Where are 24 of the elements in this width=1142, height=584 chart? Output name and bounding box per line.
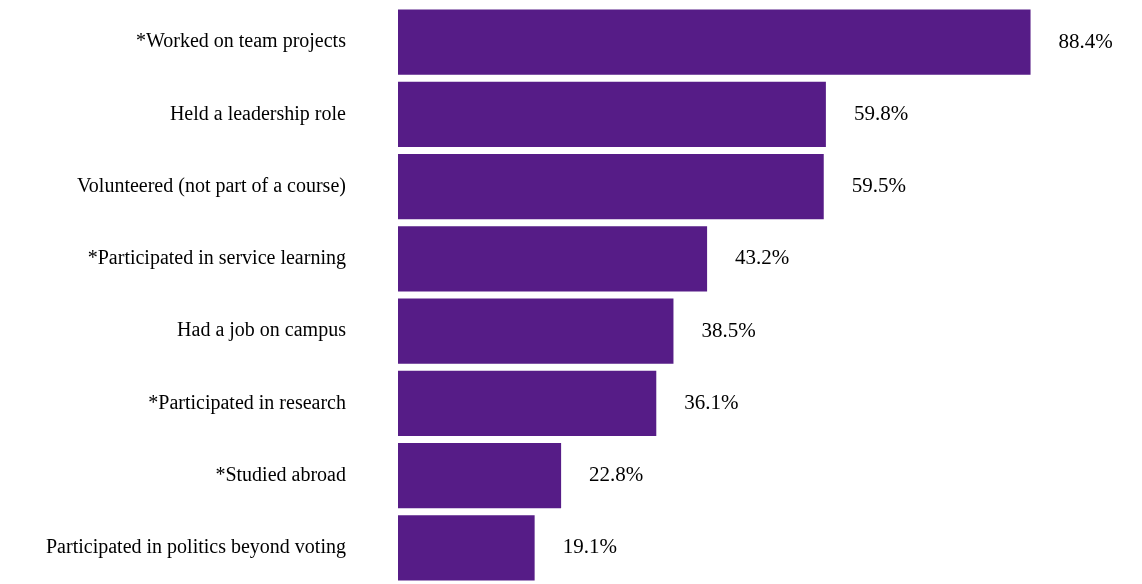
y-tick-label: *Participated in service learning [87,246,346,270]
bar [397,298,674,364]
data-label: 22.8% [589,462,644,487]
y-tick-label: Participated in politics beyond voting [46,535,346,559]
data-label: 36.1% [684,389,739,414]
data-label: 43.2% [735,245,790,270]
data-label: 59.8% [853,100,909,125]
data-label: 19.1% [562,534,617,559]
bar [397,226,708,292]
y-tick-label: Held a leadership role [169,101,347,125]
bar [397,515,535,581]
bar [397,443,562,509]
y-tick-label: Volunteered (not part of a course) [76,173,346,197]
y-tick-label: Had a job on campus [177,318,347,342]
data-label: 38.5% [701,317,756,342]
data-label: 59.5% [851,173,906,198]
bar [397,154,824,220]
bar [397,81,826,147]
data-label: 88.4% [1058,28,1113,53]
bar [397,9,1031,75]
bar [397,370,657,436]
y-tick-label: *Participated in research [148,390,346,414]
y-tick-label: *Worked on team projects [135,29,347,53]
y-tick-label: *Studied abroad [215,462,346,485]
